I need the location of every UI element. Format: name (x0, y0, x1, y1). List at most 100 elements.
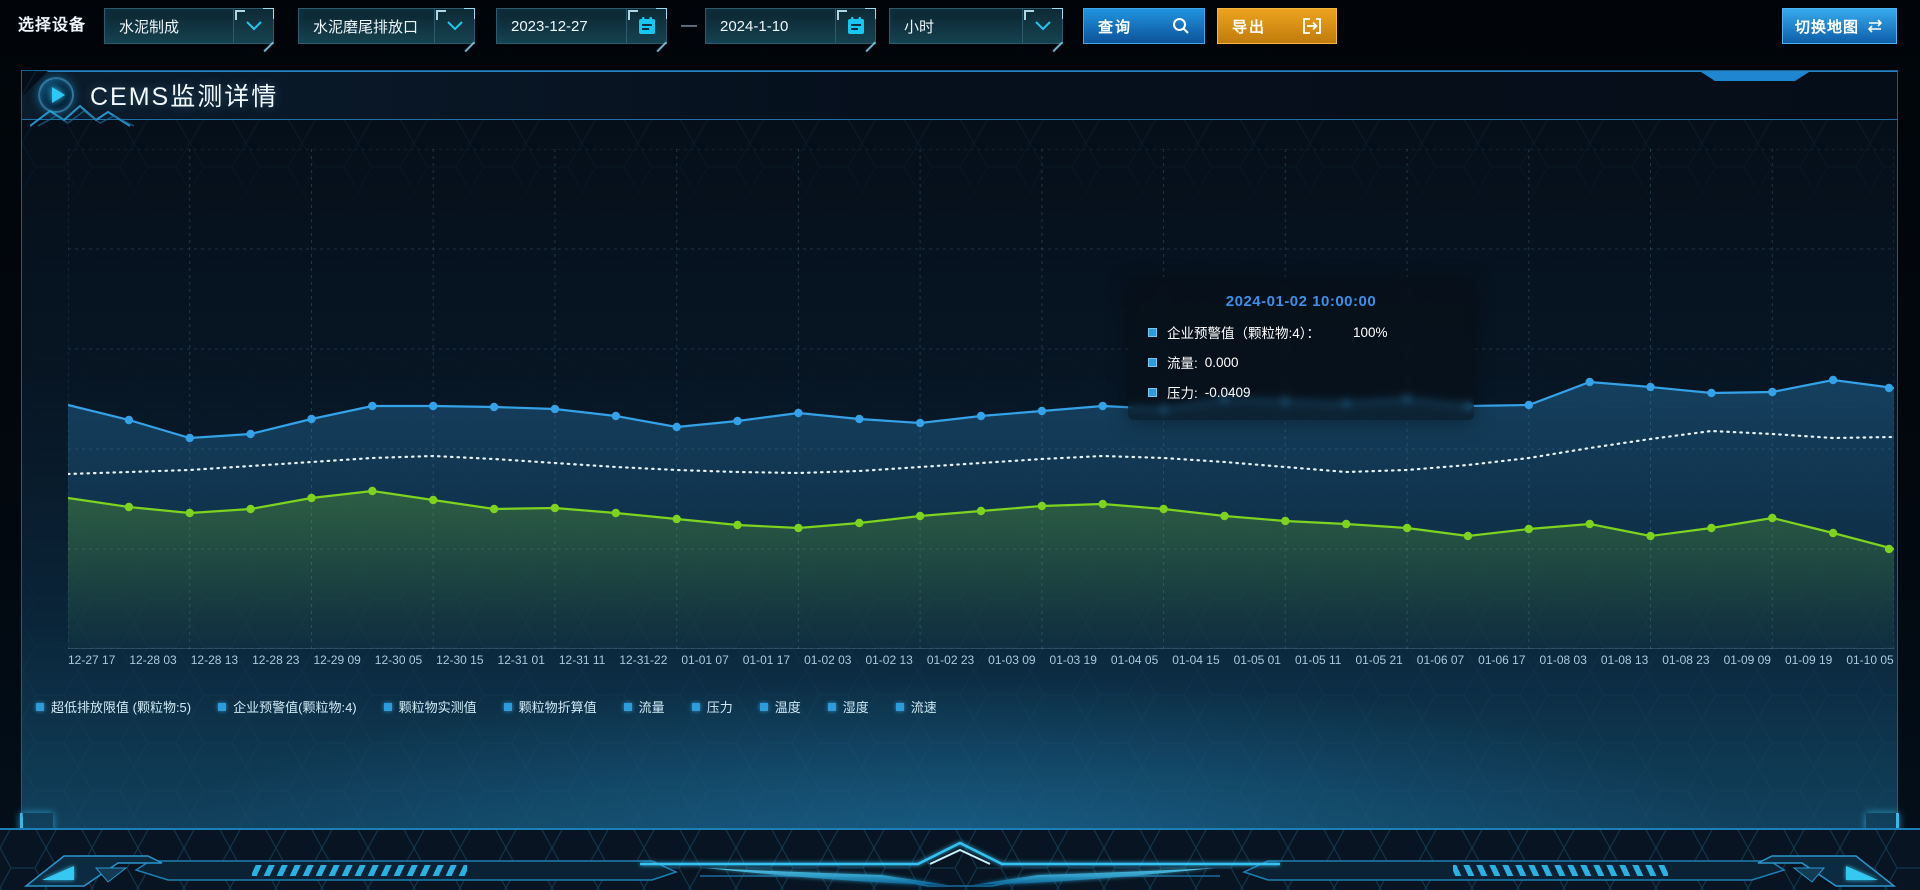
date-range-separator: — (681, 17, 697, 34)
calendar-icon[interactable] (626, 9, 666, 43)
series-point-green-solid[interactable] (489, 504, 499, 514)
series-point-green-solid[interactable] (611, 508, 620, 518)
device-select-value: 水泥制成 (119, 18, 180, 36)
series-point-blue-solid[interactable] (1768, 387, 1777, 397)
legend-marker (895, 702, 904, 711)
legend-item[interactable]: 湿度 (827, 697, 869, 716)
series-point-green-solid[interactable] (733, 520, 742, 530)
switch-map-button[interactable]: 切换地图 (1782, 8, 1897, 44)
x-axis: 12-27 17 12-28 03 12-28 13 12-28 23 12-29 09… (68, 653, 1894, 667)
calendar-icon[interactable] (835, 9, 875, 43)
series-point-green-solid[interactable] (1884, 544, 1894, 554)
chevron-down-icon[interactable] (1022, 9, 1062, 43)
series-point-blue-solid[interactable] (550, 404, 560, 414)
series-point-blue-solid[interactable] (672, 422, 681, 432)
interval-select[interactable]: 小时 (889, 8, 1063, 44)
series-point-green-solid[interactable] (307, 493, 316, 503)
x-axis-label: 12-27 17 (68, 653, 116, 667)
series-point-blue-solid[interactable] (1585, 377, 1594, 387)
series-point-blue-solid[interactable] (1707, 388, 1716, 398)
legend-marker (218, 702, 227, 711)
series-point-green-solid[interactable] (550, 503, 560, 513)
series-point-blue-solid[interactable] (489, 402, 499, 412)
end-date-input[interactable]: 2024-1-10 (705, 8, 876, 44)
series-point-green-solid[interactable] (1281, 516, 1290, 526)
series-point-green-solid[interactable] (794, 523, 803, 533)
tooltip-series-marker (1148, 387, 1157, 397)
series-point-green-solid[interactable] (1037, 501, 1047, 511)
series-point-green-solid[interactable] (1828, 528, 1838, 538)
x-axis-label: 01-03 19 (1049, 653, 1097, 667)
legend-item[interactable]: 压力 (691, 697, 733, 716)
series-point-blue-solid[interactable] (368, 401, 377, 411)
x-axis-label: 12-29 09 (313, 653, 361, 667)
tooltip-item-label: 流量: (1167, 356, 1198, 371)
chevron-down-icon[interactable] (233, 9, 273, 43)
tooltip-item: 压力: -0.0409 (1148, 382, 1454, 402)
series-point-green-solid[interactable] (1220, 511, 1229, 521)
series-point-green-solid[interactable] (1159, 504, 1168, 514)
series-point-blue-solid[interactable] (733, 416, 742, 426)
series-point-green-solid[interactable] (1524, 524, 1534, 534)
legend-item[interactable]: 流速 (895, 697, 937, 716)
series-point-blue-solid[interactable] (124, 415, 134, 425)
series-point-green-solid[interactable] (1402, 523, 1412, 533)
series-point-blue-solid[interactable] (429, 401, 438, 411)
series-point-green-solid[interactable] (1707, 523, 1716, 533)
series-point-blue-solid[interactable] (1884, 383, 1894, 393)
series-point-green-solid[interactable] (124, 502, 134, 512)
series-point-green-solid[interactable] (1585, 519, 1594, 529)
series-point-blue-solid[interactable] (1037, 406, 1047, 416)
x-axis-label: 01-01 07 (681, 653, 729, 667)
series-point-green-solid[interactable] (855, 518, 864, 528)
play-icon[interactable] (38, 77, 74, 113)
export-button[interactable]: 导出 (1217, 8, 1337, 44)
query-button[interactable]: 查询 (1083, 8, 1205, 44)
series-point-green-solid[interactable] (1768, 513, 1777, 523)
series-point-blue-solid[interactable] (794, 408, 803, 418)
legend-item-label: 压力 (706, 700, 733, 715)
chevron-down-icon[interactable] (434, 9, 474, 43)
x-axis-label: 01-06 17 (1478, 653, 1526, 667)
series-point-blue-solid[interactable] (611, 411, 620, 421)
chart-tooltip: 2024-01-02 10:00:00 企业预警值（颗粒物:4）： 100% 流量:… (1128, 277, 1474, 420)
start-date-value: 2023-12-27 (511, 17, 588, 35)
series-point-green-solid[interactable] (672, 514, 681, 524)
series-point-blue-solid[interactable] (855, 414, 864, 424)
start-date-input[interactable]: 2023-12-27 (496, 8, 667, 44)
legend-item[interactable]: 颗粒物实测值 (383, 697, 477, 716)
series-point-green-solid[interactable] (429, 495, 438, 505)
series-point-blue-solid[interactable] (307, 414, 316, 424)
series-point-green-solid[interactable] (246, 504, 255, 514)
series-point-blue-solid[interactable] (1646, 382, 1655, 392)
series-point-green-solid[interactable] (915, 511, 925, 521)
series-point-blue-solid[interactable] (915, 418, 925, 428)
series-point-green-solid[interactable] (976, 506, 986, 516)
panel-header-border (22, 71, 1897, 72)
legend-item[interactable]: 温度 (759, 697, 801, 716)
series-point-green-solid[interactable] (1463, 531, 1473, 541)
legend-item[interactable]: 流量 (623, 697, 665, 716)
series-point-blue-solid[interactable] (246, 429, 255, 439)
legend-item[interactable]: 颗粒物折算值 (503, 697, 597, 716)
series-point-blue-solid[interactable] (976, 411, 986, 421)
legend-marker (691, 702, 700, 711)
x-axis-label: 12-31 01 (497, 653, 545, 667)
device-select[interactable]: 水泥制成 (104, 8, 274, 44)
legend-item-label: 颗粒物实测值 (398, 700, 477, 715)
outlet-select[interactable]: 水泥磨尾排放口 (298, 8, 475, 44)
series-point-green-solid[interactable] (368, 486, 377, 496)
series-point-blue-solid[interactable] (1828, 375, 1838, 385)
series-point-green-solid[interactable] (185, 508, 194, 518)
series-point-blue-solid[interactable] (1098, 401, 1107, 411)
series-point-green-solid[interactable] (1646, 531, 1655, 541)
legend-item[interactable]: 超低排放限值 (颗粒物:5) (36, 697, 191, 716)
series-point-blue-solid[interactable] (185, 433, 194, 443)
tooltip-item-value: 0.000 (1204, 354, 1239, 370)
legend-item[interactable]: 企业预警值(颗粒物:4) (218, 697, 357, 716)
series-point-green-solid[interactable] (1098, 499, 1107, 509)
chart-canvas[interactable] (68, 149, 1894, 649)
series-point-green-solid[interactable] (1342, 519, 1351, 529)
x-axis-label: 01-05 11 (1294, 653, 1342, 667)
series-point-blue-solid[interactable] (1524, 400, 1534, 410)
